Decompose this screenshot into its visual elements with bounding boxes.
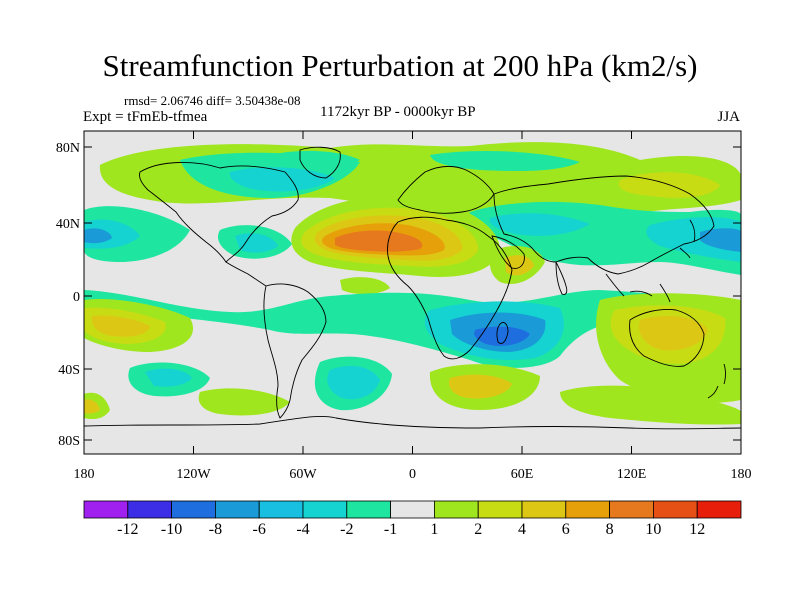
contour-atlantic-darkorange: [335, 230, 423, 252]
rmsd-diff-text: rmsd= 2.06746 diff= 3.50438e-08: [124, 93, 301, 108]
lon-tick-label: 180: [731, 467, 752, 482]
lon-tick-label: 120W: [176, 467, 211, 482]
coast-arabia: [491, 235, 525, 269]
colorbar-swatch: [127, 500, 173, 519]
colorbar-label: 2: [474, 521, 482, 538]
coast-greenland: [299, 146, 341, 179]
colorbar-swatch: [346, 500, 391, 519]
lat-tick-label: 40N: [56, 217, 80, 232]
colorbar-label: -12: [117, 521, 138, 538]
colorbar-swatch: [171, 500, 216, 519]
coast-japan: [679, 219, 696, 259]
contour-sw-green: [198, 388, 290, 416]
colorbar-swatch: [258, 500, 304, 519]
coast-central-america: [225, 261, 267, 287]
coastlines: [84, 146, 741, 430]
colorbar-label: -1: [384, 521, 397, 538]
contour-npac-blue: [646, 217, 741, 262]
coast-australia: [629, 309, 705, 367]
colorbar-label: -8: [209, 521, 222, 538]
colorbar-label: 12: [689, 521, 705, 538]
contour-greenland-cyan: [270, 150, 360, 168]
coast-antarctica: [84, 415, 741, 430]
lon-tick-label: 180: [74, 467, 95, 482]
lat-tick-label: 80N: [56, 141, 80, 156]
colorbar-label: 1: [430, 521, 438, 538]
colorbar-label: 6: [562, 521, 570, 538]
colorbar-label: -2: [340, 521, 353, 538]
contour-wpac-darkblue: [84, 228, 112, 244]
coast-north-america: [139, 162, 299, 263]
contour-south-cyan: [84, 290, 741, 368]
contour-npac-darkblue: [700, 228, 741, 252]
lon-tick-label: 60W: [289, 467, 317, 482]
coast-india: [555, 261, 568, 295]
colorbar-swatch: [609, 500, 654, 519]
colorbar-label: 4: [518, 521, 526, 538]
experiment-label: Expt = tFmEb-tfmea: [83, 109, 208, 125]
colorbar-label: 10: [645, 521, 661, 538]
contour-spac2-blue: [145, 368, 192, 387]
coast-africa: [387, 216, 513, 360]
colorbar-swatch: [477, 500, 523, 519]
colorbar: -12 -10 -8 -6 -4 -2 -1 1 2 4 6 8 10 12: [83, 500, 742, 538]
lon-tick-label: 0: [409, 467, 416, 482]
contour-caribbean-blue: [235, 233, 278, 253]
colorbar-label: -6: [253, 521, 266, 538]
period-label: 1172kyr BP - 0000kyr BP: [320, 104, 476, 120]
coast-madagascar: [496, 321, 509, 344]
contour-sao-gold: [448, 374, 512, 399]
contour-asia-blue: [489, 213, 590, 236]
plot-title: Streamfunction Perturbation at 200 hPa (…: [102, 48, 698, 83]
coast-south-america: [263, 283, 327, 419]
coast-newzealand: [707, 363, 726, 399]
coast-seasia: [605, 273, 671, 303]
contour-australia-gold: [639, 315, 708, 351]
colorbar-swatch: [214, 500, 260, 519]
colorbar-swatch: [433, 500, 479, 519]
contour-gulf-green: [340, 277, 390, 295]
lat-tick-label: 0: [73, 290, 80, 305]
contour-siberia-cyan: [430, 150, 580, 172]
axis-ticks: 80N 40N 0 40S 80S 180 120W 60W 0 60E 120E 180: [56, 131, 752, 482]
contour-spac-gold: [91, 315, 150, 337]
colorbar-swatch: [83, 500, 129, 519]
colorbar-label: -10: [161, 521, 182, 538]
colorbar-swatch: [521, 500, 567, 519]
contour-canada-blue: [229, 167, 335, 192]
colorbar-label: 8: [606, 521, 614, 538]
contour-sam-blue: [327, 365, 380, 400]
colorbar-swatch: [653, 500, 698, 519]
contour-field: [84, 131, 741, 454]
contour-sio-deepblue: [474, 326, 530, 346]
lon-tick-label: 60E: [511, 467, 534, 482]
season-label: JJA: [717, 109, 740, 125]
lat-tick-label: 40S: [58, 363, 80, 378]
lon-tick-label: 120E: [617, 467, 647, 482]
coast-asia: [493, 175, 715, 275]
contour-antarctic-gold: [84, 399, 100, 414]
contour-se-green: [560, 385, 741, 425]
colorbar-swatch: [302, 500, 348, 519]
colorbar-swatch: [696, 500, 742, 519]
colorbar-label: -4: [296, 521, 309, 538]
colorbar-swatch: [565, 500, 610, 519]
colorbar-swatch: [390, 500, 435, 519]
lat-tick-label: 80S: [58, 434, 80, 449]
